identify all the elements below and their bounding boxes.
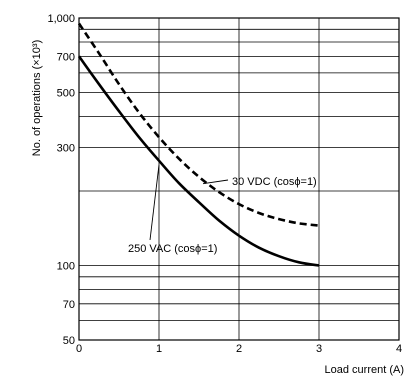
series-line-250vac bbox=[77, 55, 320, 267]
x-axis-label: Load current (A) bbox=[325, 364, 404, 376]
y-tick-label: 500 bbox=[57, 88, 75, 100]
annotation-leaders bbox=[149, 164, 229, 241]
annotation-250vac: 250 VAC (cosϕ=1) bbox=[128, 243, 217, 255]
tick-labels: 0 1 2 3 4 50 70 100 300 500 700 1,000 bbox=[47, 13, 402, 355]
leader-30vdc bbox=[202, 179, 229, 185]
x-tick-label: 1 bbox=[156, 343, 162, 355]
plot-frame bbox=[78, 17, 400, 341]
y-tick-label: 100 bbox=[57, 260, 75, 272]
x-tick-label: 4 bbox=[396, 343, 402, 355]
y-tick-label: 1,000 bbox=[47, 13, 75, 25]
x-tick-label: 3 bbox=[316, 343, 322, 355]
x-tick-label: 2 bbox=[236, 343, 242, 355]
series-group bbox=[77, 22, 320, 267]
y-tick-label: 700 bbox=[57, 51, 75, 63]
series-line-30vdc bbox=[77, 22, 320, 227]
y-tick-label: 50 bbox=[63, 335, 75, 347]
x-tick-label: 0 bbox=[76, 343, 82, 355]
y-tick-label: 70 bbox=[63, 299, 75, 311]
leader-250vac bbox=[149, 164, 160, 241]
y-axis-label: No. of operations (×10³) bbox=[31, 40, 43, 156]
annotation-30vdc: 30 VDC (cosϕ=1) bbox=[232, 176, 317, 188]
y-tick-label: 300 bbox=[57, 142, 75, 154]
